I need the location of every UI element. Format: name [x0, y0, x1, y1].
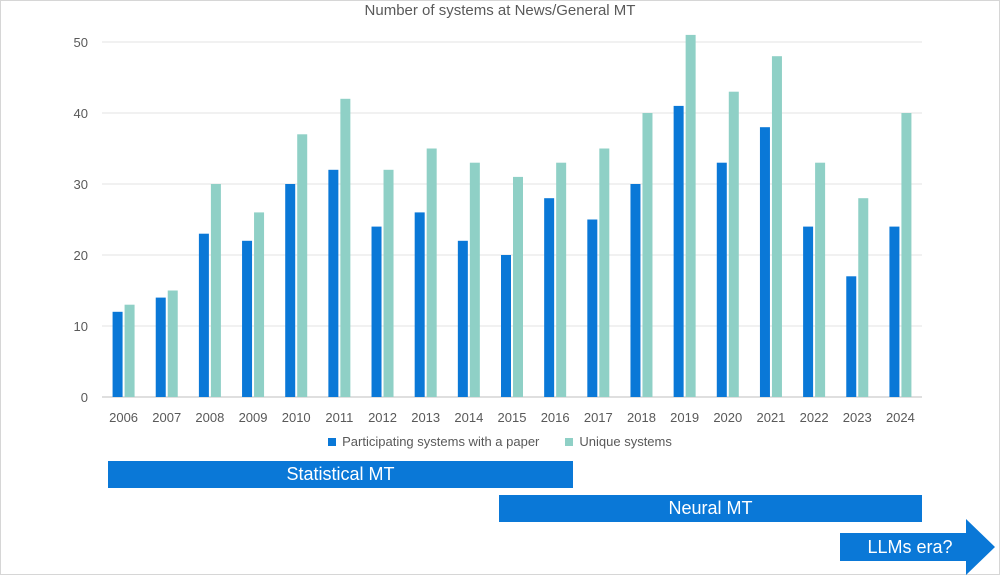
x-tick-label: 2007: [152, 410, 181, 425]
bar-unique-2011: [340, 98, 351, 398]
x-axis: 2006 2007 2008 2009 2010 2011 2012 2013 2014 2015…: [109, 410, 915, 425]
x-tick-label: 2012: [368, 410, 397, 425]
y-tick-label: 50: [74, 35, 88, 50]
bar-unique-2022: [815, 162, 826, 397]
x-tick-label: 2016: [541, 410, 570, 425]
bars: [112, 34, 912, 398]
bar-unique-2008: [210, 184, 221, 397]
x-tick-label: 2008: [195, 410, 224, 425]
x-tick-label: 2024: [886, 410, 915, 425]
x-tick-label: 2011: [325, 410, 353, 425]
legend-item-paper: Participating systems with a paper: [328, 434, 539, 449]
bar-chart: Number of systems at News/General MT 0 10…: [74, 2, 922, 425]
bar-unique-2013: [426, 148, 437, 397]
x-tick-label: 2010: [282, 410, 311, 425]
bar-paper-2007: [155, 297, 166, 397]
bar-paper-2022: [803, 226, 814, 397]
x-tick-label: 2017: [584, 410, 613, 425]
bar-unique-2019: [685, 34, 696, 398]
y-axis: 0 10 20 30 40 50: [74, 35, 88, 405]
chart-title: Number of systems at News/General MT: [365, 2, 636, 19]
bar-paper-2014: [457, 240, 468, 397]
legend-label-unique: Unique systems: [579, 434, 672, 449]
bar-unique-2020: [728, 91, 739, 397]
bar-unique-2007: [167, 290, 178, 397]
x-tick-label: 2018: [627, 410, 656, 425]
x-tick-label: 2019: [670, 410, 699, 425]
x-tick-label: 2022: [800, 410, 829, 425]
neural-mt-era-bar: Neural MT: [499, 495, 922, 522]
bar-paper-2015: [501, 255, 511, 397]
legend: Participating systems with a paper Uniqu…: [0, 434, 1000, 449]
legend-swatch-unique: [565, 437, 574, 446]
x-tick-label: 2009: [239, 410, 268, 425]
bar-unique-2024: [901, 113, 912, 397]
bar-paper-2017: [587, 219, 598, 397]
bar-paper-2021: [759, 127, 770, 397]
legend-swatch-paper: [328, 437, 337, 446]
bar-paper-2018: [630, 184, 641, 397]
bar-unique-2017: [599, 148, 610, 397]
y-tick-label: 10: [74, 319, 88, 334]
bar-unique-2018: [642, 113, 653, 397]
statistical-mt-label: Statistical MT: [286, 464, 395, 484]
y-tick-label: 30: [74, 177, 88, 192]
bar-paper-2024: [889, 226, 900, 397]
bar-paper-2010: [285, 184, 296, 397]
bar-unique-2023: [858, 198, 869, 397]
y-tick-label: 0: [81, 390, 88, 405]
x-tick-label: 2015: [498, 410, 527, 425]
bar-paper-2023: [846, 276, 857, 397]
neural-mt-label: Neural MT: [668, 498, 753, 518]
legend-label-paper: Participating systems with a paper: [342, 434, 540, 449]
bar-unique-2010: [297, 134, 308, 398]
bar-unique-2021: [771, 56, 782, 397]
bar-unique-2009: [254, 212, 265, 397]
arrow-right-icon: [840, 519, 995, 575]
llm-era-arrow: LLMs era?: [840, 519, 995, 575]
bar-unique-2015: [513, 176, 523, 397]
x-tick-label: 2014: [454, 410, 483, 425]
bar-paper-2016: [544, 198, 555, 397]
x-tick-label: 2013: [411, 410, 440, 425]
x-tick-label: 2020: [713, 410, 742, 425]
bar-paper-2020: [716, 162, 727, 397]
y-tick-label: 20: [74, 248, 88, 263]
bar-unique-2012: [383, 169, 394, 397]
legend-item-unique: Unique systems: [565, 434, 672, 449]
grid: [102, 41, 922, 398]
llm-era-label: LLMs era?: [867, 536, 953, 557]
bar-paper-2012: [371, 226, 382, 397]
bar-paper-2013: [414, 212, 425, 397]
x-tick-label: 2006: [109, 410, 138, 425]
bar-unique-2014: [469, 162, 480, 397]
x-tick-label: 2021: [756, 410, 785, 425]
bar-paper-2011: [328, 169, 339, 397]
bar-paper-2008: [198, 233, 209, 397]
statistical-mt-era-bar: Statistical MT: [108, 461, 573, 488]
bar-unique-2006: [124, 304, 135, 397]
bar-paper-2009: [242, 240, 253, 397]
x-tick-label: 2023: [843, 410, 872, 425]
bar-unique-2016: [556, 162, 567, 397]
y-tick-label: 40: [74, 106, 88, 121]
bar-paper-2006: [112, 311, 123, 397]
bar-paper-2019: [673, 105, 684, 398]
